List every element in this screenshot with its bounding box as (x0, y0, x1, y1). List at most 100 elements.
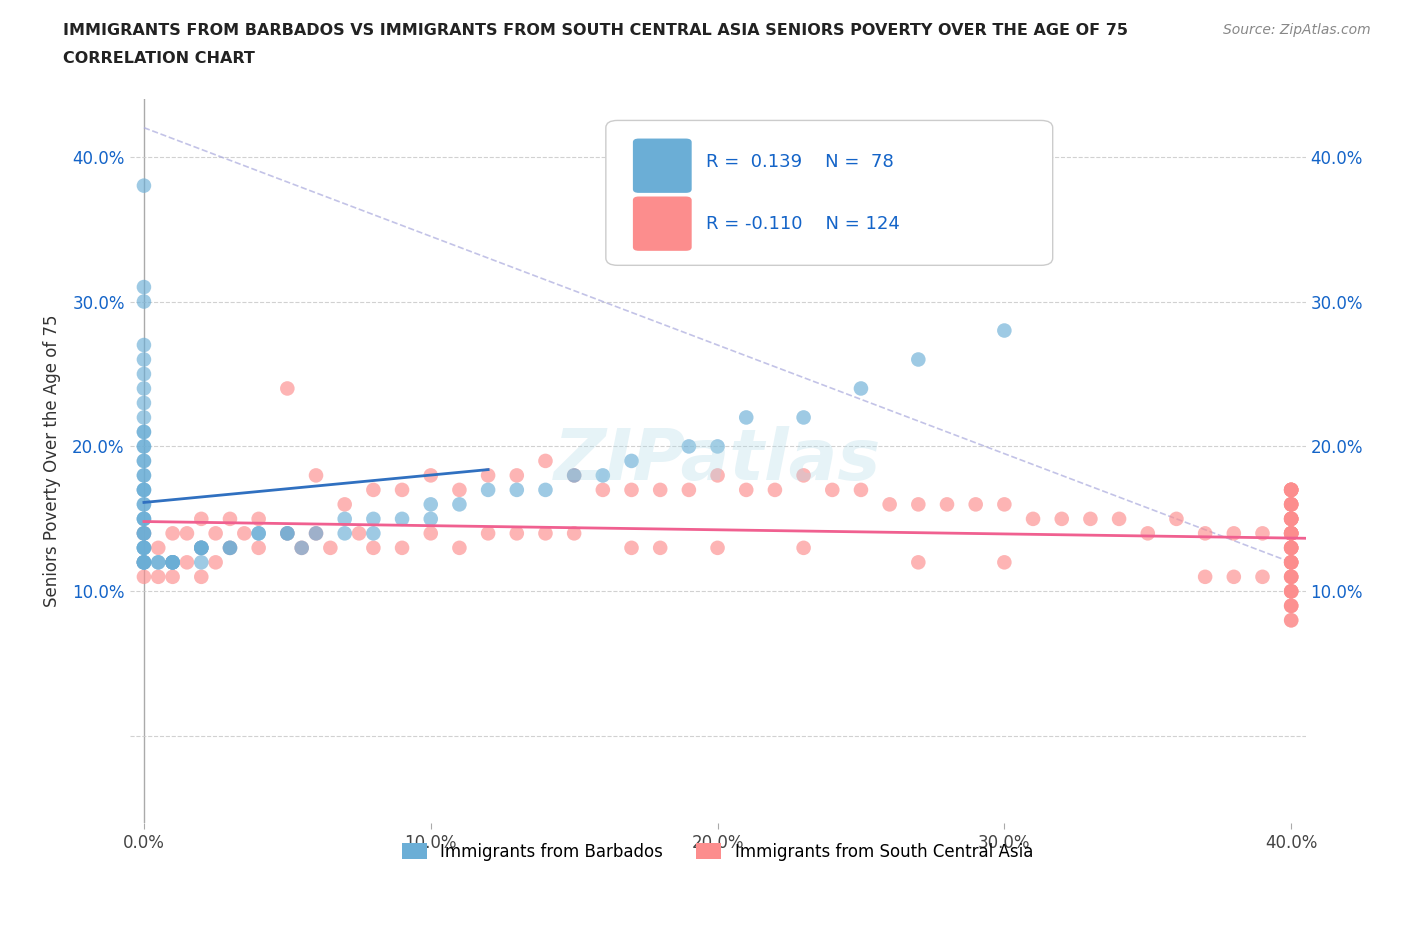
Immigrants from Barbados (291, 540, 314, 555)
Immigrants from Barbados (132, 439, 155, 454)
Immigrants from Barbados (132, 497, 155, 512)
Immigrants from Barbados (132, 540, 155, 555)
Immigrants from Barbados (219, 540, 242, 555)
Immigrants from South Central Asia (247, 512, 270, 526)
Immigrants from Barbados (592, 468, 614, 483)
Immigrants from South Central Asia (1194, 526, 1216, 541)
Immigrants from Barbados (132, 483, 155, 498)
Immigrants from South Central Asia (1279, 512, 1302, 526)
Immigrants from Barbados (148, 555, 170, 570)
Immigrants from Barbados (190, 540, 212, 555)
Immigrants from South Central Asia (204, 555, 226, 570)
Immigrants from South Central Asia (735, 483, 758, 498)
Immigrants from South Central Asia (449, 483, 471, 498)
Text: IMMIGRANTS FROM BARBADOS VS IMMIGRANTS FROM SOUTH CENTRAL ASIA SENIORS POVERTY O: IMMIGRANTS FROM BARBADOS VS IMMIGRANTS F… (63, 23, 1128, 38)
Immigrants from Barbados (363, 526, 385, 541)
Text: CORRELATION CHART: CORRELATION CHART (63, 51, 254, 66)
Immigrants from South Central Asia (1279, 540, 1302, 555)
Immigrants from Barbados (219, 540, 242, 555)
Immigrants from Barbados (419, 497, 441, 512)
Immigrants from Barbados (132, 555, 155, 570)
Immigrants from South Central Asia (849, 483, 872, 498)
Immigrants from South Central Asia (333, 497, 356, 512)
Immigrants from South Central Asia (1251, 526, 1274, 541)
Immigrants from Barbados (132, 483, 155, 498)
Immigrants from South Central Asia (1279, 613, 1302, 628)
Immigrants from Barbados (132, 280, 155, 295)
Immigrants from Barbados (620, 454, 643, 469)
Immigrants from South Central Asia (477, 526, 499, 541)
Immigrants from Barbados (132, 366, 155, 381)
Immigrants from South Central Asia (793, 540, 815, 555)
Immigrants from South Central Asia (1279, 526, 1302, 541)
Immigrants from Barbados (132, 526, 155, 541)
Immigrants from South Central Asia (162, 526, 184, 541)
Immigrants from Barbados (276, 526, 298, 541)
Immigrants from Barbados (132, 483, 155, 498)
Immigrants from Barbados (247, 526, 270, 541)
Immigrants from South Central Asia (821, 483, 844, 498)
Immigrants from Barbados (132, 468, 155, 483)
Text: R =  0.139    N =  78: R = 0.139 N = 78 (706, 153, 894, 171)
Immigrants from South Central Asia (1279, 512, 1302, 526)
Immigrants from South Central Asia (1279, 540, 1302, 555)
Immigrants from South Central Asia (620, 483, 643, 498)
Immigrants from South Central Asia (1279, 584, 1302, 599)
Immigrants from South Central Asia (620, 540, 643, 555)
Immigrants from South Central Asia (1279, 526, 1302, 541)
FancyBboxPatch shape (633, 139, 692, 193)
Immigrants from Barbados (276, 526, 298, 541)
Immigrants from Barbados (132, 468, 155, 483)
Immigrants from South Central Asia (1279, 497, 1302, 512)
Immigrants from South Central Asia (1279, 584, 1302, 599)
Immigrants from South Central Asia (1166, 512, 1188, 526)
Immigrants from South Central Asia (1279, 512, 1302, 526)
Immigrants from Barbados (132, 395, 155, 410)
Immigrants from South Central Asia (1279, 483, 1302, 498)
Immigrants from South Central Asia (506, 526, 529, 541)
Immigrants from South Central Asia (706, 540, 728, 555)
Immigrants from South Central Asia (879, 497, 901, 512)
Immigrants from South Central Asia (419, 526, 441, 541)
Immigrants from Barbados (132, 555, 155, 570)
Immigrants from Barbados (477, 483, 499, 498)
Immigrants from South Central Asia (763, 483, 786, 498)
Immigrants from South Central Asia (1279, 540, 1302, 555)
Immigrants from Barbados (132, 381, 155, 396)
Immigrants from South Central Asia (1279, 526, 1302, 541)
Immigrants from Barbados (132, 512, 155, 526)
Immigrants from Barbados (190, 540, 212, 555)
Immigrants from South Central Asia (1279, 555, 1302, 570)
Immigrants from South Central Asia (793, 468, 815, 483)
Immigrants from Barbados (132, 512, 155, 526)
Immigrants from South Central Asia (1279, 613, 1302, 628)
Immigrants from Barbados (132, 338, 155, 352)
Immigrants from South Central Asia (1279, 512, 1302, 526)
Immigrants from South Central Asia (1279, 483, 1302, 498)
Immigrants from South Central Asia (993, 555, 1015, 570)
Immigrants from Barbados (562, 468, 585, 483)
Immigrants from South Central Asia (1136, 526, 1159, 541)
Immigrants from Barbados (132, 497, 155, 512)
Immigrants from South Central Asia (1279, 555, 1302, 570)
Immigrants from South Central Asia (1279, 512, 1302, 526)
Immigrants from South Central Asia (506, 468, 529, 483)
Immigrants from Barbados (132, 540, 155, 555)
Immigrants from South Central Asia (1279, 483, 1302, 498)
Text: R = -0.110    N = 124: R = -0.110 N = 124 (706, 215, 900, 233)
Immigrants from South Central Asia (907, 555, 929, 570)
Immigrants from South Central Asia (650, 540, 672, 555)
Immigrants from South Central Asia (1279, 540, 1302, 555)
Immigrants from South Central Asia (1279, 584, 1302, 599)
Immigrants from South Central Asia (1279, 598, 1302, 613)
Immigrants from South Central Asia (907, 497, 929, 512)
Immigrants from Barbados (132, 526, 155, 541)
Immigrants from Barbados (162, 555, 184, 570)
Immigrants from South Central Asia (190, 512, 212, 526)
Immigrants from Barbados (190, 540, 212, 555)
Immigrants from South Central Asia (1279, 512, 1302, 526)
Immigrants from South Central Asia (291, 540, 314, 555)
Immigrants from South Central Asia (363, 483, 385, 498)
Immigrants from Barbados (419, 512, 441, 526)
Immigrants from Barbados (132, 526, 155, 541)
